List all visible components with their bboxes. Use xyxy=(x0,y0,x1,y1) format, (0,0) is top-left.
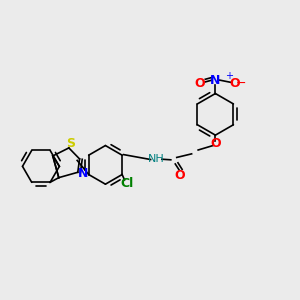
Text: O: O xyxy=(195,76,205,90)
Text: O: O xyxy=(210,137,221,150)
Text: −: − xyxy=(236,76,246,90)
Text: N: N xyxy=(210,74,220,87)
Text: N: N xyxy=(78,167,88,180)
Text: NH: NH xyxy=(148,154,164,164)
Text: +: + xyxy=(225,71,233,81)
Text: S: S xyxy=(66,137,75,150)
Text: O: O xyxy=(230,76,240,90)
Text: Cl: Cl xyxy=(120,177,133,190)
Text: O: O xyxy=(174,169,185,182)
